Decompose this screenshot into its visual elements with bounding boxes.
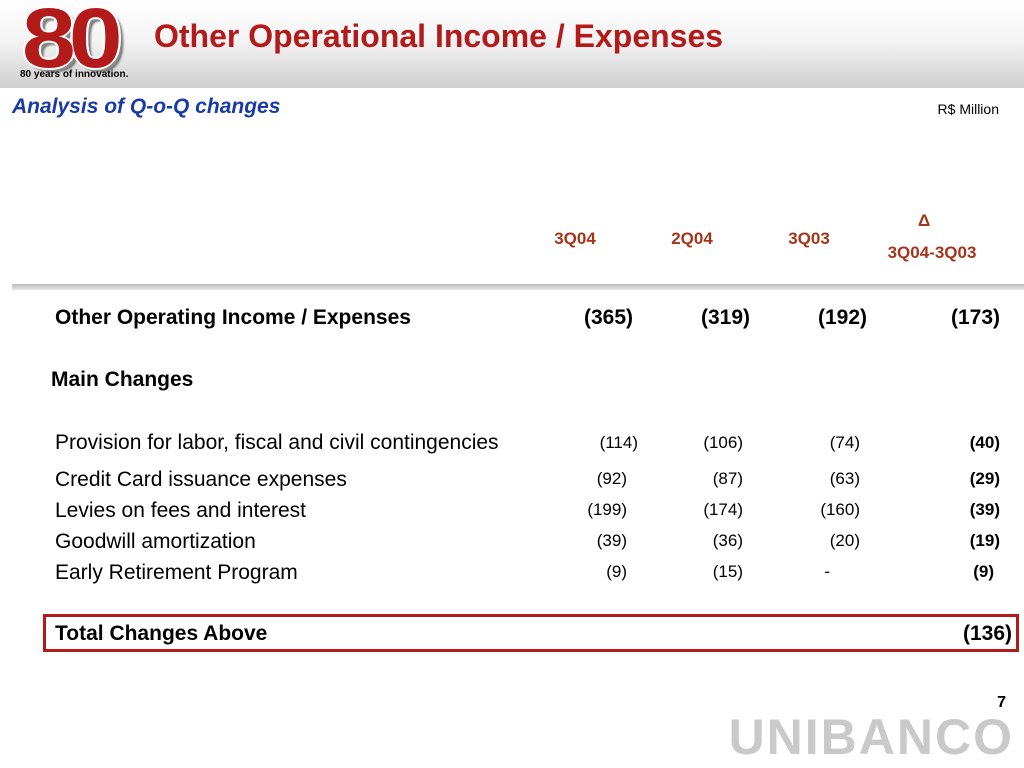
- header-divider: [12, 284, 1024, 290]
- table-row-label: Provision for labor, fiscal and civil co…: [55, 431, 499, 454]
- summary-value-2q04: (319): [700, 306, 750, 329]
- logo-tagline: 80 years of innovation.: [20, 69, 129, 80]
- summary-value-3q04: (365): [583, 306, 633, 329]
- column-header-3q03: 3Q03: [788, 229, 830, 248]
- table-cell-delta: (40): [969, 433, 1000, 452]
- column-header-delta: 3Q04-3Q03: [887, 243, 977, 262]
- column-header-3q04: 3Q04: [554, 229, 596, 248]
- table-cell-3q03: -: [824, 562, 830, 581]
- total-highlight-box: [43, 614, 1019, 652]
- subtitle: Analysis of Q-o-Q changes: [12, 95, 281, 118]
- table-cell-2q04: (106): [703, 433, 743, 452]
- table-cell-3q03: (63): [829, 469, 860, 488]
- logo-80: 80: [22, 0, 123, 85]
- column-header-2q04: 2Q04: [671, 229, 713, 248]
- table-cell-delta: (19): [969, 531, 1000, 550]
- unit-label: R$ Million: [937, 101, 999, 117]
- total-label: Total Changes Above: [55, 622, 268, 645]
- table-cell-3q04: (39): [596, 531, 627, 550]
- table-cell-3q03: (160): [820, 500, 860, 519]
- slide-title: Other Operational Income / Expenses: [154, 18, 724, 54]
- table-row-label: Goodwill amortization: [55, 530, 256, 553]
- summary-row-label: Other Operating Income / Expenses: [55, 306, 411, 329]
- table-cell-3q04: (114): [599, 433, 638, 452]
- table-cell-delta: (29): [969, 469, 1000, 488]
- summary-value-delta: (173): [950, 306, 1000, 329]
- page-number: 7: [997, 694, 1006, 711]
- table-cell-2q04: (15): [712, 562, 743, 581]
- table-cell-2q04: (87): [712, 469, 743, 488]
- table-cell-delta: (9): [973, 562, 994, 581]
- table-row-label: Credit Card issuance expenses: [55, 468, 347, 491]
- table-row-label: Levies on fees and interest: [55, 499, 306, 522]
- summary-value-3q03: (192): [817, 306, 867, 329]
- table-cell-3q04: (92): [596, 469, 627, 488]
- table-cell-3q04: (9): [606, 562, 627, 581]
- table-cell-3q03: (74): [829, 433, 860, 452]
- total-value: (136): [962, 622, 1012, 645]
- table-cell-3q03: (20): [829, 531, 860, 550]
- main-changes-heading: Main Changes: [51, 368, 194, 391]
- table-cell-3q04: (199): [587, 500, 627, 519]
- delta-icon: Δ: [918, 211, 931, 230]
- table-cell-delta: (39): [969, 500, 1000, 519]
- brand-logo: UNIBANCO: [728, 709, 1014, 765]
- header-band: [0, 0, 1024, 88]
- table-row-label: Early Retirement Program: [55, 561, 298, 584]
- table-cell-2q04: (174): [703, 500, 743, 519]
- table-cell-2q04: (36): [712, 531, 743, 550]
